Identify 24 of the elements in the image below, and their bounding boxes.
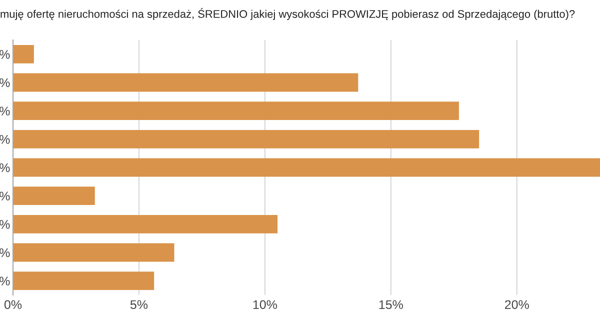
chart-title: muję ofertę nieruchomości na sprzedaż, ŚREDNIO jakiej wysokości PROWIZJĘ pobierasz od Sprzedającego (brutto)? (0, 8, 575, 20)
bar (13, 158, 600, 177)
bar (13, 243, 174, 262)
bar (13, 186, 95, 206)
y-tick-label: % (0, 248, 10, 258)
bar (13, 272, 154, 290)
bar (13, 102, 459, 120)
x-tick-label: 20% (504, 300, 529, 310)
y-tick-label: % (0, 78, 10, 88)
x-tick-label: 10% (253, 300, 277, 310)
y-tick-label: % (0, 135, 10, 144)
y-tick-label: % (0, 163, 10, 172)
bar (13, 214, 278, 234)
y-tick-label: % (0, 220, 10, 229)
y-tick-label: % (0, 192, 10, 200)
y-tick-label: % (0, 276, 10, 286)
y-tick-label: % (0, 106, 10, 116)
bar (13, 73, 358, 92)
x-tick-label: 0% (4, 300, 22, 310)
bar (13, 130, 480, 148)
y-tick-label: % (0, 50, 10, 59)
x-tick-label: 15% (379, 300, 403, 310)
bar (13, 44, 34, 64)
x-tick-label: 5% (130, 300, 148, 310)
